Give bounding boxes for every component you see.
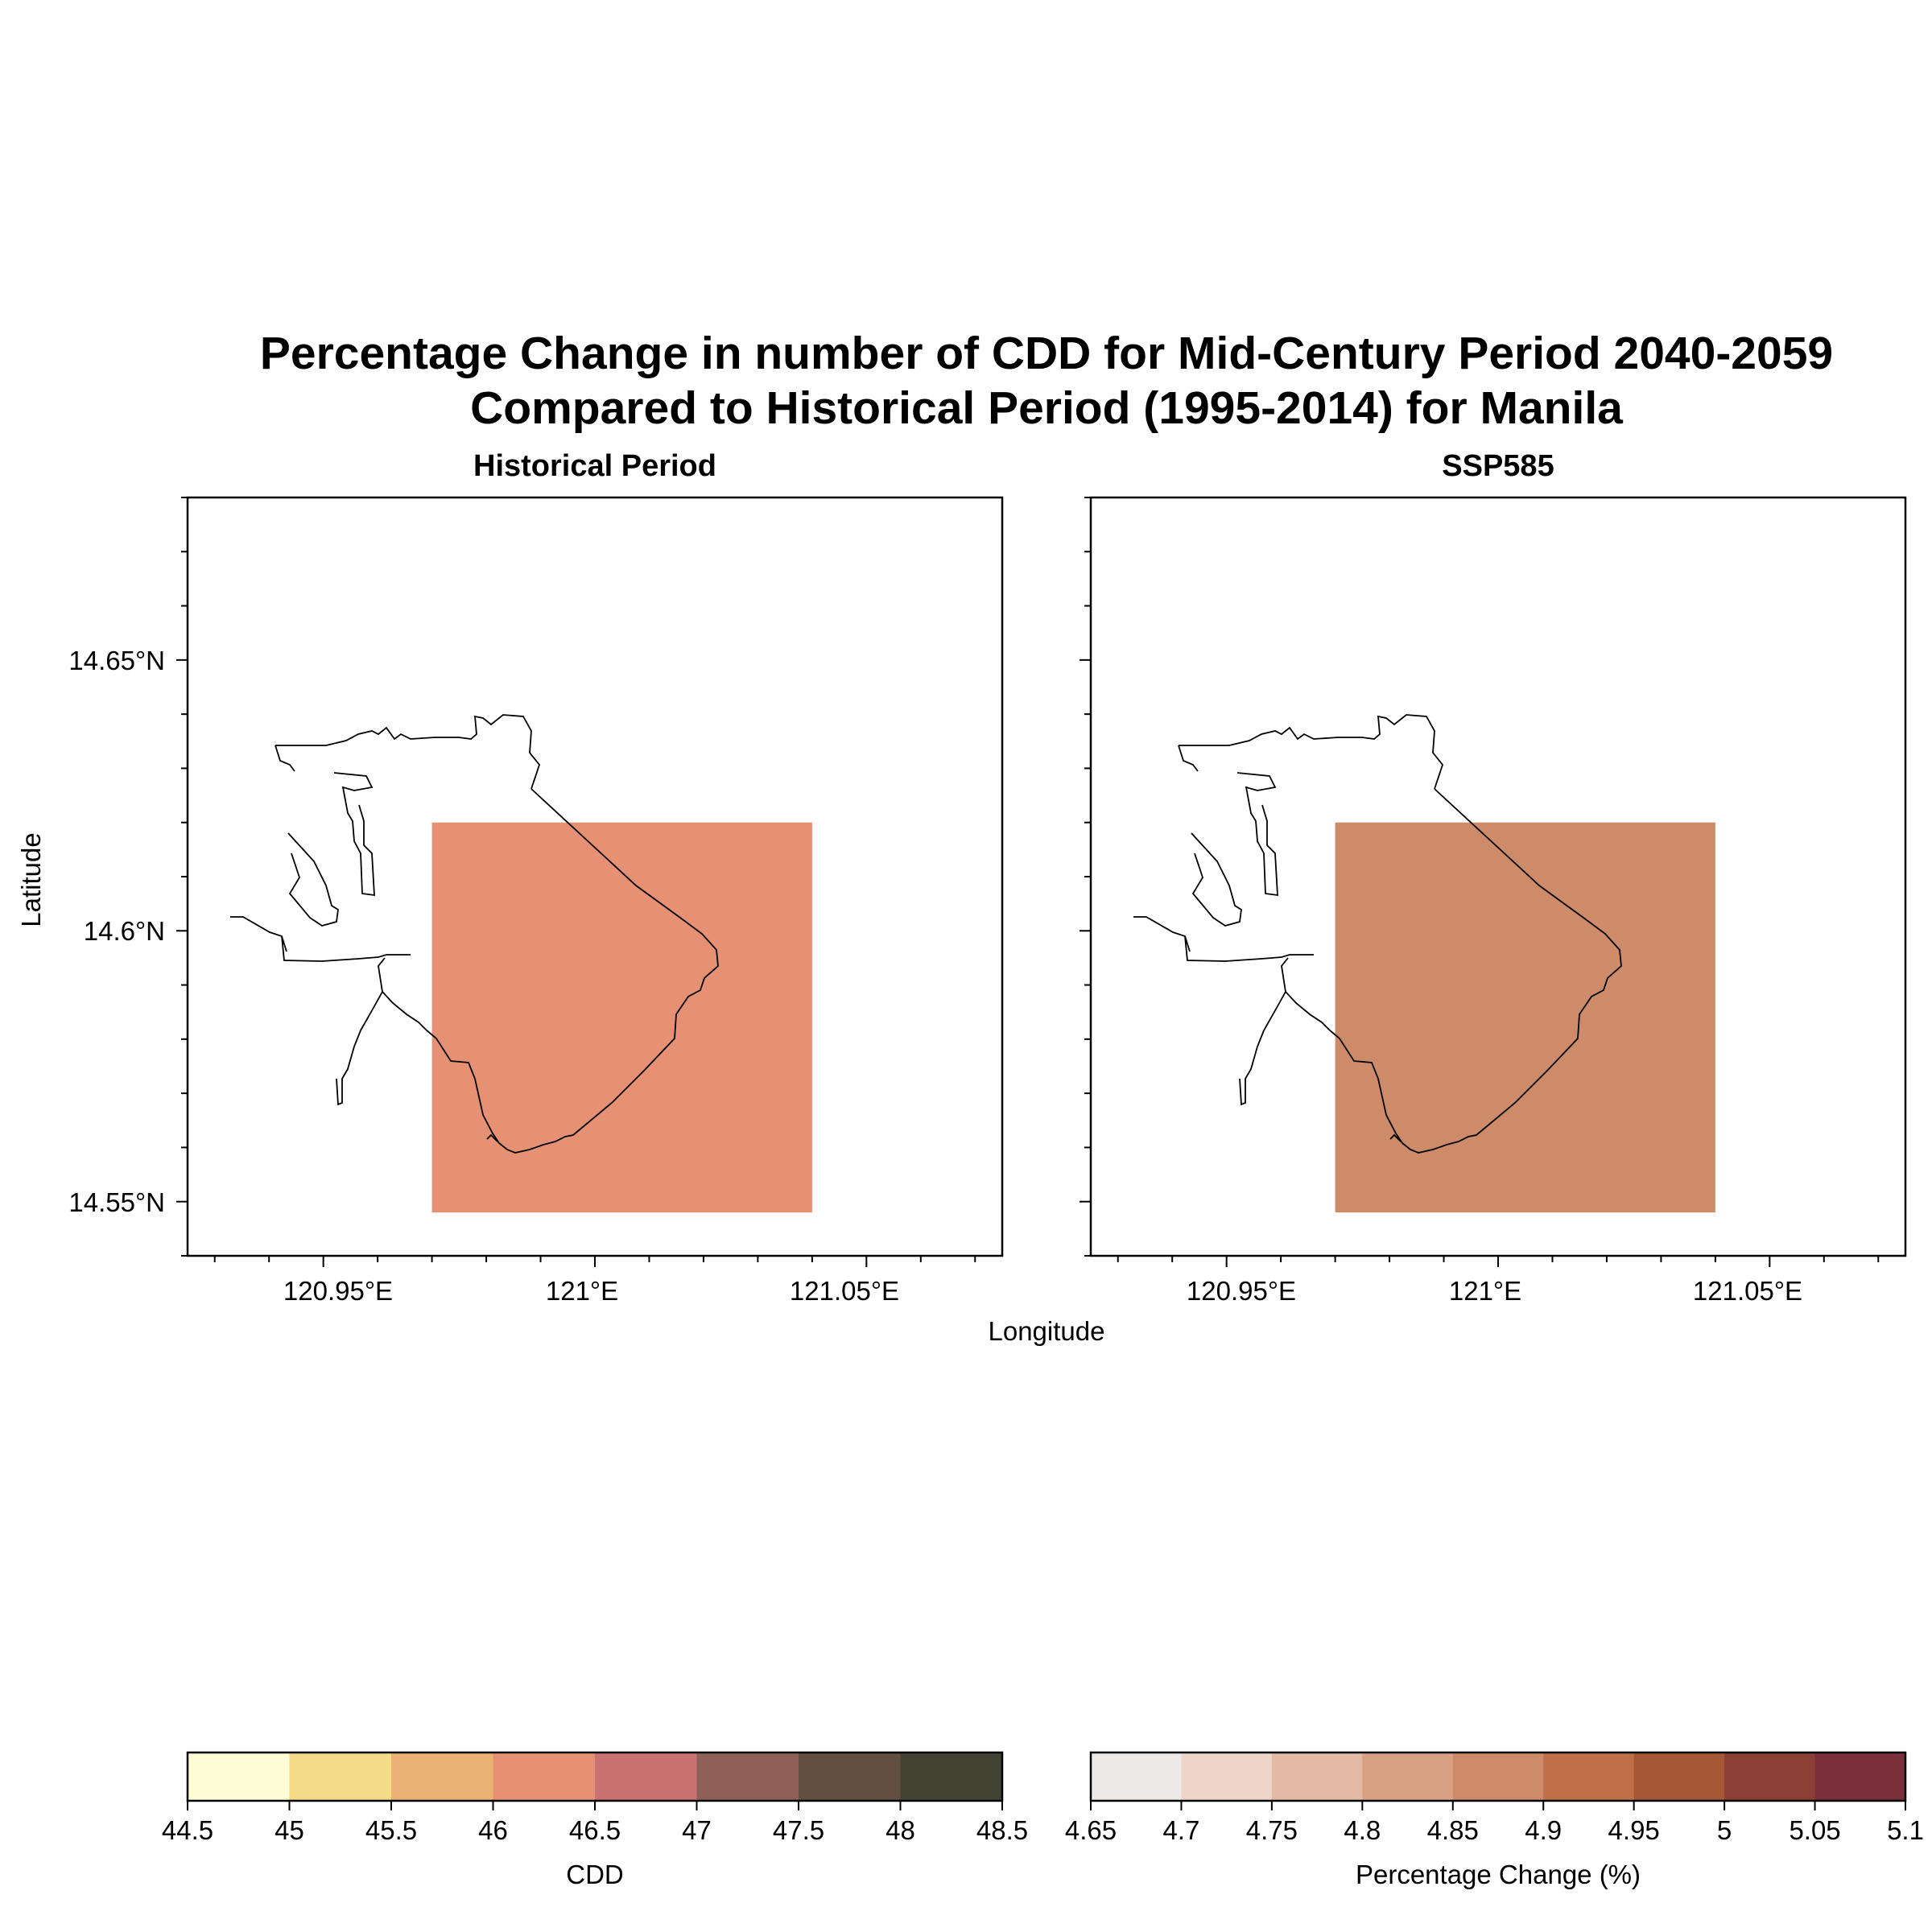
x-tick-label: 121°E (1449, 1276, 1521, 1306)
colorbar-swatch (696, 1752, 799, 1801)
colorbar-frame (1089, 1751, 1907, 1802)
x-tick-label: 121.05°E (1693, 1276, 1802, 1306)
colorbar-tick-label: 4.75 (1246, 1815, 1298, 1845)
map-panel-ssp585: 120.95°E 121°E 121.05°E (1080, 496, 1907, 1306)
panel-title-historical: Historical Period (473, 449, 716, 483)
colorbar-tick-label: 44.5 (162, 1815, 213, 1845)
colorbar-swatch (1814, 1752, 1906, 1801)
colorbar-tick-label: 46 (478, 1815, 508, 1845)
colorbar-tick-label: 4.7 (1163, 1815, 1200, 1845)
x-tick-label: 120.95°E (283, 1276, 393, 1306)
y-tick-label: 14.65°N (68, 646, 165, 675)
colorbar-swatch (1271, 1752, 1363, 1801)
x-tick-label: 120.95°E (1187, 1276, 1296, 1306)
colorbar-tick-label: 4.8 (1344, 1815, 1381, 1845)
colorbar-tick-label: 5.1 (1887, 1815, 1924, 1845)
colorbar-tick-label: 47.5 (773, 1815, 824, 1845)
colorbar-tick-label: 46.5 (569, 1815, 621, 1845)
colorbar-tick-label: 4.65 (1065, 1815, 1117, 1845)
colorbar-swatch (188, 1752, 290, 1801)
colorbar-swatch (1091, 1752, 1182, 1801)
colorbar-tick-label: 5 (1717, 1815, 1732, 1845)
x-tick-label: 121.05°E (790, 1276, 899, 1306)
x-tick-label: 121°E (546, 1276, 618, 1306)
colorbar-swatch (1543, 1752, 1635, 1801)
colorbar-tick-label: 45.5 (365, 1815, 417, 1845)
y-axis-title: Latitude (16, 832, 46, 927)
ticks-ssp585 (1080, 497, 1880, 1267)
colorbar-swatch (1362, 1752, 1454, 1801)
colorbar-tick-label: 45 (275, 1815, 304, 1845)
grid-cell-ssp585 (1335, 822, 1715, 1213)
colorbar-swatch (1452, 1752, 1544, 1801)
colorbar-tick-label: 4.85 (1427, 1815, 1479, 1845)
panel-title-ssp585: SSP585 (1442, 449, 1554, 483)
colorbar-swatch (1181, 1752, 1273, 1801)
ticks-historical (176, 497, 976, 1267)
colorbar-tick-label: 4.9 (1525, 1815, 1562, 1845)
colorbar-label-cdd: CDD (566, 1860, 624, 1889)
colorbar-tick-label: 48.5 (976, 1815, 1028, 1845)
colorbar-cdd: 44.5 45 45.5 46 46.5 47 47.5 48 48.5 (162, 1751, 1028, 1845)
colorbar-swatch (493, 1752, 596, 1801)
colorbar-swatch (595, 1752, 697, 1801)
colorbar-swatch (289, 1752, 392, 1801)
colorbar-swatch (900, 1752, 1003, 1801)
y-tick-label: 14.55°N (68, 1187, 165, 1217)
figure-title-line-1: Percentage Change in number of CDD for M… (259, 328, 1834, 379)
colorbar-tick-label: 48 (886, 1815, 915, 1845)
colorbar-tick-label: 47 (682, 1815, 712, 1845)
colorbar-tick-label: 5.05 (1789, 1815, 1840, 1845)
y-tick-label: 14.6°N (84, 916, 165, 946)
map-panel-historical: 120.95°E 121°E 121.05°E 14.65°N 14.6°N 1… (68, 496, 1004, 1306)
colorbar-swatch (799, 1752, 901, 1801)
colorbar-swatch (1633, 1752, 1725, 1801)
colorbar-swatch (391, 1752, 493, 1801)
colorbar-swatch (1724, 1752, 1816, 1801)
figure-title-line-2: Compared to Historical Period (1995-2014… (470, 382, 1623, 434)
manila-coastline (1133, 714, 1622, 1154)
manila-coastline (230, 714, 719, 1154)
colorbar-percentage-change: 4.65 4.7 4.75 4.8 4.85 4.9 4.95 5 5.05 5.1 (1065, 1751, 1924, 1845)
colorbar-label-percentage-change: Percentage Change (%) (1356, 1860, 1641, 1889)
colorbar-tick-label: 4.95 (1608, 1815, 1660, 1845)
x-axis-title: Longitude (989, 1316, 1105, 1346)
grid-cell-historical (431, 822, 812, 1213)
